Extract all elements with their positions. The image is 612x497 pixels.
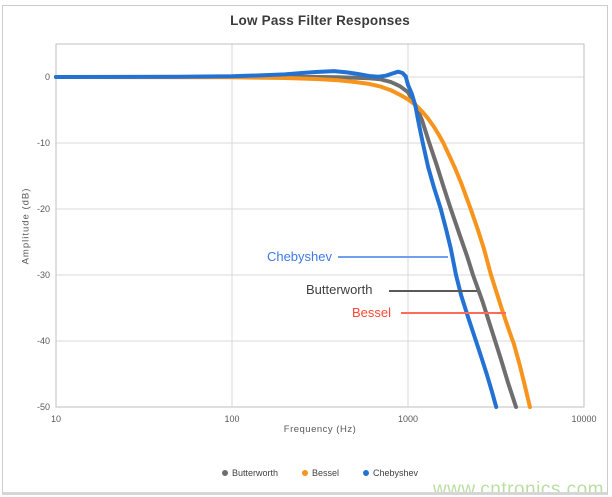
- y-tick-label: 0: [44, 72, 50, 82]
- legend-marker-bessel: [301, 470, 308, 476]
- x-tick-label: 10000: [571, 414, 597, 424]
- plot-border: [55, 43, 585, 408]
- x-axis-label: Frequency (Hz): [283, 424, 357, 435]
- chart-title: Low Pass Filter Responses: [230, 13, 410, 28]
- annotation-butterworth-label: Butterworth: [306, 282, 373, 297]
- curve-chebyshev: [54, 69, 499, 409]
- legend-label-bessel: Bessel: [311, 468, 339, 478]
- y-tick-label: -50: [36, 402, 50, 412]
- y-tick-label: -10: [36, 138, 50, 148]
- curve-bessel: [54, 75, 532, 409]
- legend-marker-butterworth: [221, 470, 228, 476]
- x-tick-label: 1000: [397, 414, 419, 424]
- x-tick-label: 10: [50, 414, 61, 424]
- chart-legend: Butterworth Bessel Chebyshev: [56, 468, 584, 478]
- annotation-butterworth-leader-line: [389, 290, 477, 292]
- y-tick-label: -30: [36, 270, 50, 280]
- x-tick-label: 100: [224, 414, 240, 424]
- watermark: www.cntronics.com: [432, 479, 604, 497]
- y-tick-label: -20: [36, 204, 50, 214]
- annotation-chebyshev-leader-line: [338, 256, 448, 258]
- legend-label-chebyshev: Chebyshev: [373, 468, 419, 478]
- legend-label-butterworth: Butterworth: [231, 468, 278, 478]
- annotation-bessel-leader-line: [401, 312, 506, 314]
- annotation-chebyshev-label: Chebyshev: [266, 249, 332, 264]
- legend-marker-chebyshev: [363, 470, 369, 476]
- annotation-bessel-label: Bessel: [352, 305, 392, 320]
- y-tick-label: -40: [36, 336, 50, 346]
- legend-item-bessel: Bessel: [301, 468, 339, 478]
- legend-item-chebyshev: Chebyshev: [363, 468, 418, 478]
- curve-butterworth: [54, 75, 518, 409]
- legend-item-butterworth: Butterworth: [221, 468, 278, 478]
